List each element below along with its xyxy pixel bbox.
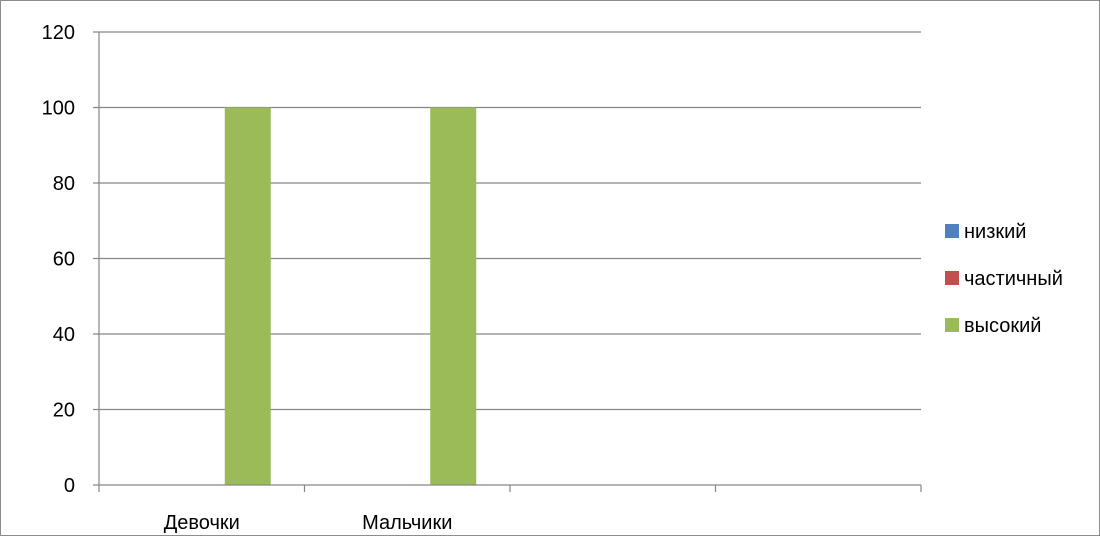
x-tick-label: Мальчики <box>362 512 452 534</box>
legend-label: высокий <box>964 315 1041 337</box>
legend-label: низкий <box>964 221 1026 243</box>
tick-labels: 0 20 40 60 80 100 120 Девочки Мальчики <box>42 22 453 534</box>
y-tick-label: 60 <box>53 249 75 271</box>
y-tick-label: 100 <box>42 98 75 120</box>
y-tick-label: 120 <box>42 22 75 44</box>
gridlines <box>99 31 921 411</box>
bar <box>430 107 477 485</box>
x-tick-label: Девочки <box>164 512 240 534</box>
y-tick-label: 40 <box>53 324 75 346</box>
legend: низкий частичный высокий <box>945 221 1063 337</box>
legend-swatch <box>945 271 959 285</box>
bars <box>224 107 477 485</box>
legend-label: частичный <box>964 268 1063 290</box>
legend-swatch <box>945 224 959 238</box>
axes <box>93 31 922 492</box>
y-tick-label: 20 <box>53 400 75 422</box>
legend-swatch <box>945 318 959 332</box>
bar <box>224 107 271 485</box>
y-tick-label: 0 <box>64 475 75 497</box>
y-tick-label: 80 <box>53 173 75 195</box>
